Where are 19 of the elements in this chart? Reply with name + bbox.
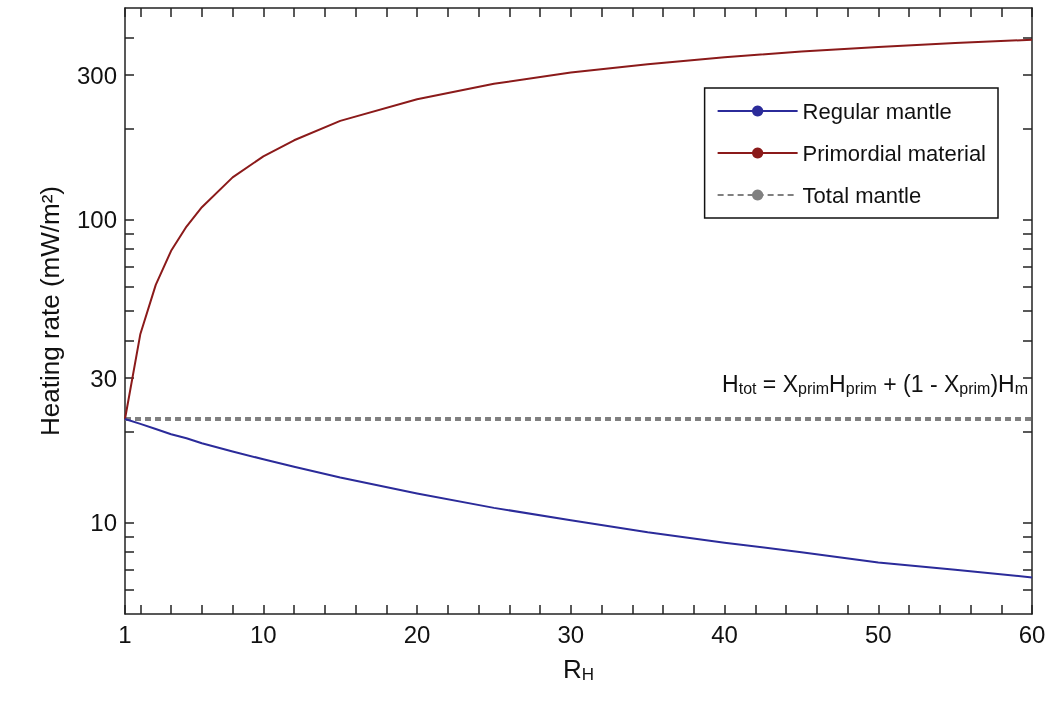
y-tick-label: 300 xyxy=(76,61,117,89)
legend-label: Regular mantle xyxy=(802,98,952,124)
x-axis-title: RH xyxy=(562,653,595,684)
x-tick-label: 50 xyxy=(864,620,892,648)
x-tick-label: 30 xyxy=(557,620,585,648)
x-tick-label: 10 xyxy=(250,620,277,648)
x-tick-label: 60 xyxy=(1018,620,1046,648)
x-tick-label: 40 xyxy=(711,620,738,648)
y-tick-label: 30 xyxy=(90,364,117,392)
line-series xyxy=(124,38,1033,421)
legend-label: Primordial material xyxy=(802,140,987,166)
x-tick-label: 20 xyxy=(403,620,431,648)
text: Htot = XprimHprim + (1 - Xprim)Hm xyxy=(722,370,1028,397)
y-axis-title: Heating rate (mW/m²) xyxy=(35,186,65,436)
line-series xyxy=(124,418,1033,579)
y-tick-label: 10 xyxy=(90,509,117,537)
y-tick-label: 100 xyxy=(76,206,117,234)
legend-label: Total mantle xyxy=(802,182,922,208)
x-tick-label: 1 xyxy=(118,620,132,648)
